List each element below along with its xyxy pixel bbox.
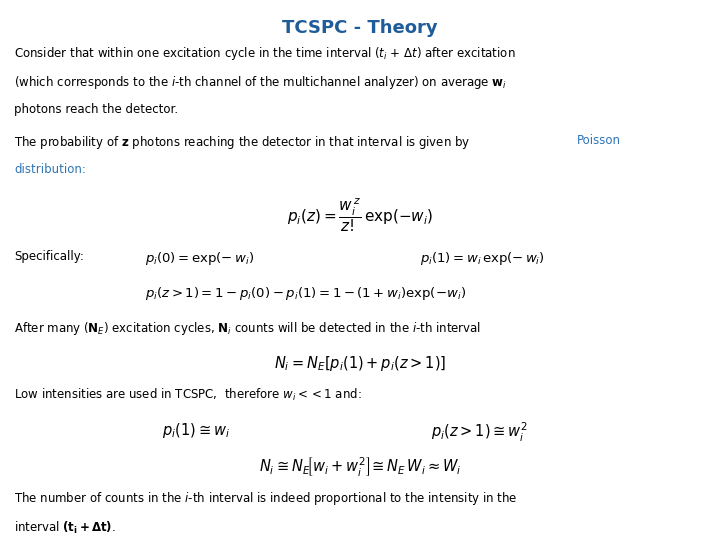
Text: photons reach the detector.: photons reach the detector. bbox=[14, 103, 179, 116]
Text: $p_i(0) = \exp(-\,w_i)$: $p_i(0) = \exp(-\,w_i)$ bbox=[145, 250, 254, 267]
Text: $N_i \cong N_E\!\left[w_i + w_i^2\right]\!\cong N_E\,W_i \approx W_i$: $N_i \cong N_E\!\left[w_i + w_i^2\right]… bbox=[258, 455, 462, 478]
Text: $N_i = N_E\left[p_i(1) + p_i(z>1)\right]$: $N_i = N_E\left[p_i(1) + p_i(z>1)\right]… bbox=[274, 354, 446, 373]
Text: Consider that within one excitation cycle in the time interval ($t_i$ + $\Delta : Consider that within one excitation cycl… bbox=[14, 45, 516, 62]
Text: interval $\mathbf{(t_i + \Delta t)}$.: interval $\mathbf{(t_i + \Delta t)}$. bbox=[14, 519, 116, 536]
Text: TCSPC - Theory: TCSPC - Theory bbox=[282, 18, 438, 37]
Text: After many ($\mathbf{N}_E$) excitation cycles, $\mathbf{N}_i$ counts will be det: After many ($\mathbf{N}_E$) excitation c… bbox=[14, 320, 482, 337]
Text: Poisson: Poisson bbox=[577, 134, 621, 147]
Text: $p_i(z) = \dfrac{w_i^{\,z}}{z!}\,\exp(-w_i)$: $p_i(z) = \dfrac{w_i^{\,z}}{z!}\,\exp(-w… bbox=[287, 197, 433, 234]
Text: (which corresponds to the $i$-th channel of the multichannel analyzer) on averag: (which corresponds to the $i$-th channel… bbox=[14, 74, 508, 91]
Text: $p_i(z>1) \cong w_i^2$: $p_i(z>1) \cong w_i^2$ bbox=[431, 421, 528, 444]
Text: $p_i(1) \cong w_i$: $p_i(1) \cong w_i$ bbox=[163, 421, 230, 440]
Text: Low intensities are used in TCSPC,  therefore $w_i << 1$ and:: Low intensities are used in TCSPC, there… bbox=[14, 387, 362, 403]
Text: $p_i(z>1) = 1 - p_i(0) - p_i(1) = 1 - (1+w_i)\exp(-w_i)$: $p_i(z>1) = 1 - p_i(0) - p_i(1) = 1 - (1… bbox=[145, 285, 466, 302]
Text: distribution:: distribution: bbox=[14, 163, 86, 176]
Text: $p_i(1) = w_i\,\exp(-\,w_i)$: $p_i(1) = w_i\,\exp(-\,w_i)$ bbox=[420, 250, 545, 267]
Text: The probability of $\mathbf{z}$ photons reaching the detector in that interval i: The probability of $\mathbf{z}$ photons … bbox=[14, 134, 471, 151]
Text: Specifically:: Specifically: bbox=[14, 250, 84, 264]
Text: The number of counts in the $i$-th interval is indeed proportional to the intens: The number of counts in the $i$-th inter… bbox=[14, 490, 518, 508]
